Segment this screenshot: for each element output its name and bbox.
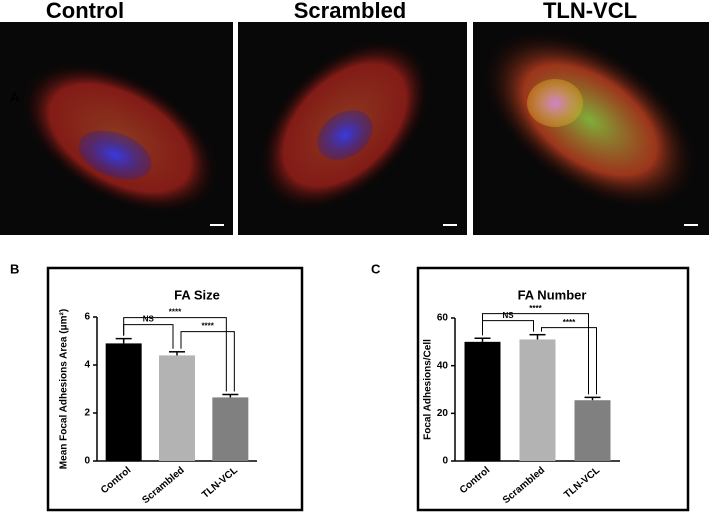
significance-label: NS xyxy=(143,315,155,324)
panel-label: A xyxy=(10,89,20,104)
chart-title: FA Number xyxy=(518,287,587,302)
y-tick-label: 0 xyxy=(442,456,448,467)
bar xyxy=(574,400,611,461)
x-tick-label: Scrambled xyxy=(501,465,547,506)
significance-bracket xyxy=(180,331,235,392)
y-tick-label: 2 xyxy=(84,408,90,419)
chart-title: FA Size xyxy=(174,287,220,302)
significance-label: **** xyxy=(201,322,214,331)
significance-bracket xyxy=(123,317,227,392)
bar xyxy=(519,339,556,461)
y-tick-label: 6 xyxy=(84,312,90,323)
panel-label: B xyxy=(10,261,19,276)
significance-bracket xyxy=(541,327,597,395)
y-tick-label: 20 xyxy=(437,408,449,419)
bar xyxy=(105,343,142,461)
x-tick-label: Control xyxy=(99,465,133,496)
y-axis-label: Focal Adhesions/Cell xyxy=(423,339,434,440)
significance-label: **** xyxy=(563,318,576,327)
significance-label: NS xyxy=(502,311,514,320)
image-title: Control xyxy=(46,0,124,23)
microscopy-images xyxy=(0,22,709,235)
significance-bracket xyxy=(482,313,589,395)
significance-label: **** xyxy=(529,304,542,313)
y-tick-label: 4 xyxy=(84,360,90,371)
chart-frame xyxy=(46,266,304,512)
x-tick-label: TLN-VCL xyxy=(562,465,602,501)
bar xyxy=(212,397,249,461)
panel-label: C xyxy=(371,261,381,276)
image-title: Scrambled xyxy=(294,0,407,23)
x-tick-label: TLN-VCL xyxy=(200,465,240,501)
image-title: TLN-VCL xyxy=(543,0,637,23)
bar xyxy=(464,341,501,461)
significance-bracket xyxy=(482,320,534,336)
x-tick-label: Scrambled xyxy=(140,465,186,506)
bar xyxy=(159,355,195,461)
x-tick-label: Control xyxy=(458,465,492,496)
chart-frame xyxy=(416,266,690,512)
y-axis-label: Mean Focal Adhesions Area (μm²) xyxy=(59,309,70,469)
y-tick-label: 60 xyxy=(437,313,449,324)
significance-label: **** xyxy=(169,308,182,317)
y-tick-label: 0 xyxy=(84,456,90,467)
y-tick-label: 40 xyxy=(437,360,449,371)
